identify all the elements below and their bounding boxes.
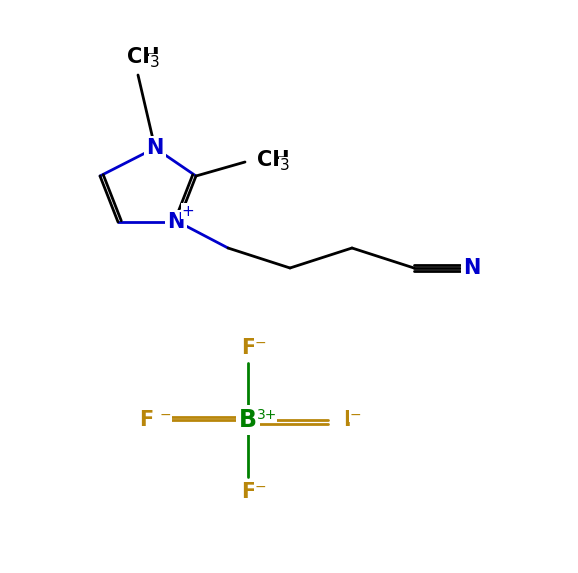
Text: N: N bbox=[464, 258, 481, 278]
Text: −: − bbox=[255, 480, 266, 494]
Text: N: N bbox=[167, 212, 185, 232]
Text: 3: 3 bbox=[150, 55, 160, 70]
Text: B: B bbox=[239, 408, 257, 432]
Text: 3+: 3+ bbox=[257, 408, 277, 422]
Text: −: − bbox=[255, 336, 266, 350]
Text: −: − bbox=[350, 408, 361, 422]
Text: F: F bbox=[139, 410, 153, 430]
Text: F: F bbox=[241, 482, 255, 502]
Text: N: N bbox=[146, 138, 164, 158]
Text: CH: CH bbox=[127, 47, 160, 67]
Text: CH: CH bbox=[257, 150, 290, 170]
Text: +: + bbox=[181, 203, 194, 218]
Text: F: F bbox=[343, 410, 357, 430]
Text: 3: 3 bbox=[280, 158, 290, 172]
Text: F: F bbox=[241, 338, 255, 358]
Text: −: − bbox=[160, 408, 171, 422]
